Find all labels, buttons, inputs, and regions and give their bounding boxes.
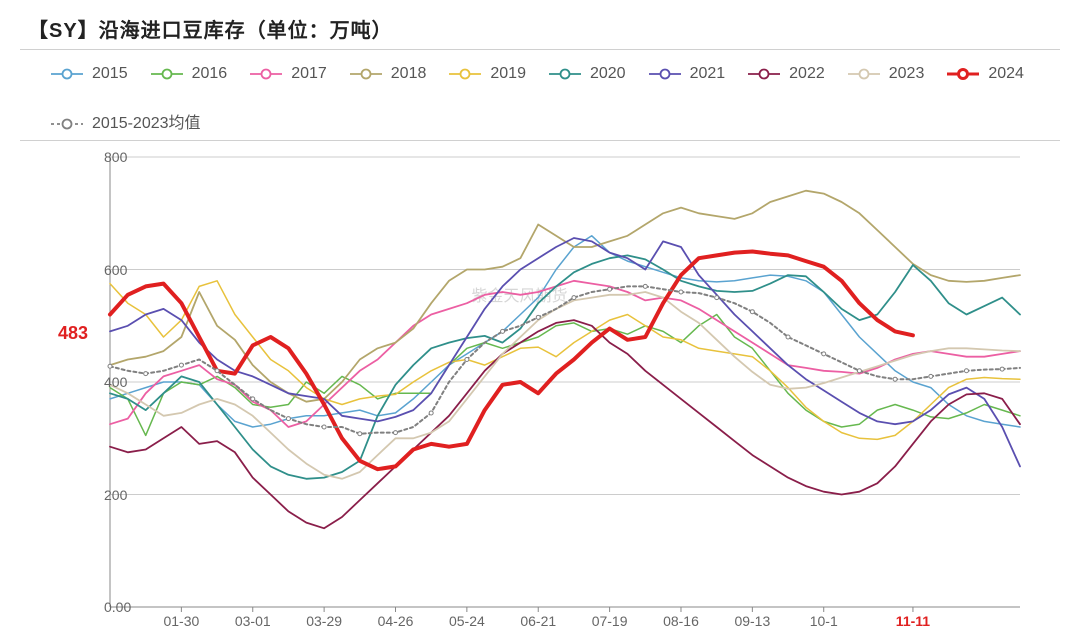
legend-item: 2021 [648, 60, 726, 88]
x-tick-label: 10-1 [810, 613, 838, 629]
legend-label: 2022 [789, 60, 825, 88]
legend-label: 2015-2023均值 [92, 110, 201, 138]
x-tick-label: 11-11 [896, 613, 930, 629]
legend-label: 2020 [590, 60, 626, 88]
legend-label: 2023 [889, 60, 925, 88]
current-value-annotation: 483 [58, 323, 88, 344]
legend-item: 2016 [150, 60, 228, 88]
line-chart: 紫金天风期货 0.0020040060080001-3003-0103-2904… [40, 147, 1040, 637]
divider-2 [20, 140, 1060, 141]
x-tick-label: 04-26 [378, 613, 414, 629]
legend-item: 2024 [946, 60, 1024, 88]
legend-item: 2017 [249, 60, 327, 88]
x-tick-label: 08-16 [663, 613, 699, 629]
legend-label: 2019 [490, 60, 526, 88]
legend-label: 2016 [192, 60, 228, 88]
chart-title: 【SY】沿海进口豆库存（单位：万吨） [28, 14, 1060, 43]
x-tick-label: 05-24 [449, 613, 485, 629]
x-tick-label: 06-21 [520, 613, 556, 629]
legend-label: 2015 [92, 60, 128, 88]
legend: 2015 2016 2017 2018 2019 2020 2021 2022 2023 2024… [20, 56, 1060, 140]
legend-item: 2018 [349, 60, 427, 88]
legend-item: 2022 [747, 60, 825, 88]
legend-label: 2021 [690, 60, 726, 88]
legend-item: 2020 [548, 60, 626, 88]
divider [20, 49, 1060, 50]
legend-item: 2023 [847, 60, 925, 88]
legend-label: 2018 [391, 60, 427, 88]
x-tick-label: 03-01 [235, 613, 271, 629]
legend-item: 2015-2023均值 [50, 110, 201, 138]
x-tick-label: 01-30 [163, 613, 199, 629]
x-tick-label: 09-13 [734, 613, 770, 629]
legend-item: 2019 [448, 60, 526, 88]
legend-label: 2024 [988, 60, 1024, 88]
x-tick-label: 03-29 [306, 613, 342, 629]
legend-item: 2015 [50, 60, 128, 88]
x-tick-label: 07-19 [592, 613, 628, 629]
legend-label: 2017 [291, 60, 327, 88]
